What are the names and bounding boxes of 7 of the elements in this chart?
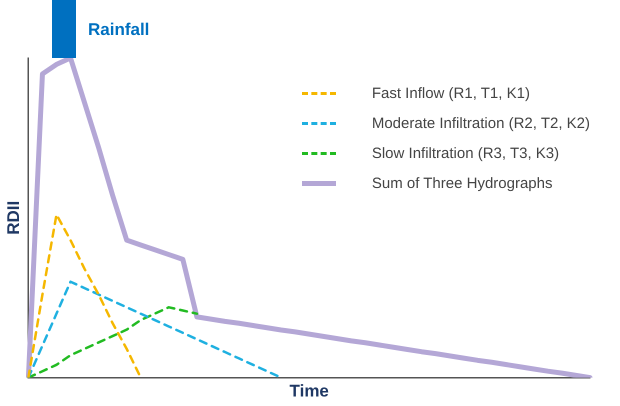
y-axis-title: RDII	[4, 200, 23, 235]
legend-label: Slow Infiltration (R3, T3, K3)	[372, 144, 560, 162]
legend-label: Sum of Three Hydrographs	[372, 174, 552, 192]
legend-label: Fast Inflow (R1, T1, K1)	[372, 84, 530, 102]
legend-label: Moderate Infiltration (R2, T2, K2)	[372, 114, 590, 132]
x-axis-title: Time	[290, 381, 329, 400]
text: Rainfall	[88, 20, 150, 40]
